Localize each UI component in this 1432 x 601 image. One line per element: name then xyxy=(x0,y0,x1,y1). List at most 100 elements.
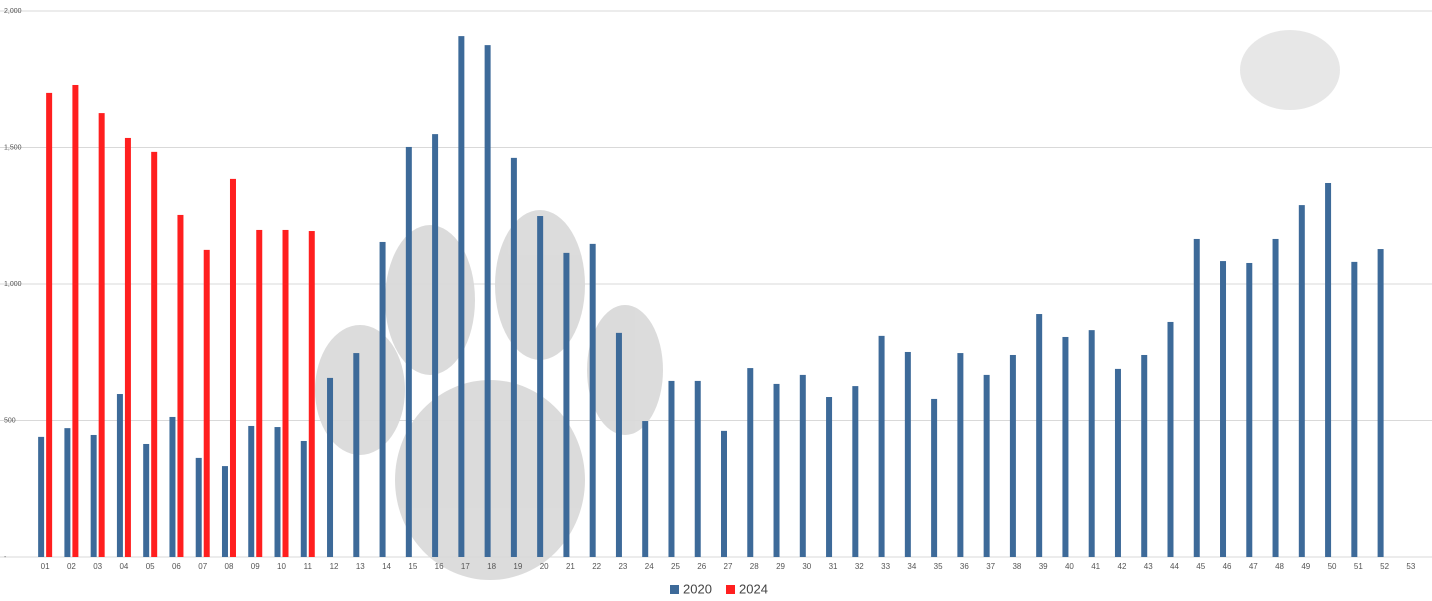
legend-label: 2020 xyxy=(683,581,712,596)
x-tick-label: 21 xyxy=(566,562,575,571)
bar xyxy=(1062,336,1069,557)
bar xyxy=(116,394,123,557)
x-tick-label: 53 xyxy=(1406,562,1415,571)
x-tick-label: 02 xyxy=(67,562,76,571)
bar xyxy=(1351,261,1358,557)
bar xyxy=(1325,182,1332,558)
bar xyxy=(38,436,45,557)
x-tick-label: 52 xyxy=(1380,562,1389,571)
x-tick-label: 44 xyxy=(1170,562,1179,571)
bar xyxy=(510,157,517,557)
x-tick-label: 33 xyxy=(881,562,890,571)
bar xyxy=(1272,238,1279,557)
y-tick-label: 500 xyxy=(4,417,16,424)
x-tick-label: 25 xyxy=(671,562,680,571)
bar xyxy=(379,241,386,557)
x-tick-label: 35 xyxy=(934,562,943,571)
bar xyxy=(589,243,596,557)
x-tick-label: 01 xyxy=(41,562,50,571)
bar xyxy=(177,214,184,557)
y-tick-label: 1,000 xyxy=(4,281,22,288)
x-tick-label: 23 xyxy=(618,562,627,571)
x-tick-label: 42 xyxy=(1118,562,1127,571)
bar xyxy=(432,134,439,558)
bar xyxy=(721,430,727,557)
bar xyxy=(203,249,210,557)
bar xyxy=(143,443,150,557)
y-tick-label: - xyxy=(4,554,7,561)
x-tick-label: 27 xyxy=(724,562,733,571)
bar xyxy=(1193,238,1200,557)
bar xyxy=(64,428,71,557)
x-tick-label: 11 xyxy=(304,562,313,571)
x-tick-label: 46 xyxy=(1223,562,1232,571)
bar xyxy=(353,353,360,557)
bar xyxy=(98,113,105,558)
x-tick-label: 06 xyxy=(172,562,181,571)
x-tick-label: 15 xyxy=(408,562,417,571)
bar xyxy=(90,434,97,557)
bar xyxy=(458,36,465,557)
x-tick-label: 13 xyxy=(356,562,365,571)
art-shape xyxy=(1240,30,1340,110)
x-tick-label: 38 xyxy=(1012,562,1021,571)
x-tick-label: 37 xyxy=(986,562,995,571)
bar xyxy=(668,380,675,557)
x-tick-label: 08 xyxy=(225,562,234,571)
bar xyxy=(615,332,622,557)
x-tick-label: 47 xyxy=(1249,562,1258,571)
bar xyxy=(1220,261,1227,557)
x-tick-label: 43 xyxy=(1144,562,1153,571)
x-tick-label: 14 xyxy=(382,562,391,571)
x-tick-label: 51 xyxy=(1354,562,1363,571)
bar xyxy=(248,425,255,557)
bar xyxy=(72,84,79,557)
paw-pad xyxy=(587,305,663,435)
x-tick-label: 03 xyxy=(93,562,102,571)
bar xyxy=(799,374,806,557)
bar xyxy=(1167,321,1174,557)
bar xyxy=(904,351,911,557)
bar xyxy=(537,216,544,557)
x-tick-label: 09 xyxy=(251,562,260,571)
bar xyxy=(642,421,649,557)
x-tick-label: 20 xyxy=(540,562,549,571)
y-tick-label: 1,500 xyxy=(4,144,22,151)
x-tick-label: 17 xyxy=(461,562,470,571)
bar xyxy=(747,368,754,557)
bar xyxy=(694,380,701,557)
bar xyxy=(308,231,315,557)
x-tick-label: 48 xyxy=(1275,562,1284,571)
x-tick-label: 34 xyxy=(907,562,916,571)
x-tick-label: 19 xyxy=(513,562,522,571)
x-tick-label: 49 xyxy=(1301,562,1310,571)
x-tick-label: 32 xyxy=(855,562,864,571)
bar xyxy=(852,386,859,557)
x-tick-label: 18 xyxy=(487,562,496,571)
x-tick-label: 50 xyxy=(1328,562,1337,571)
x-tick-label: 45 xyxy=(1196,562,1205,571)
x-tick-label: 29 xyxy=(776,562,785,571)
bar xyxy=(1298,205,1305,557)
x-tick-label: 40 xyxy=(1065,562,1074,571)
bar xyxy=(878,335,885,557)
x-tick-label: 26 xyxy=(697,562,706,571)
x-tick-label: 16 xyxy=(435,562,444,571)
legend-swatch xyxy=(670,585,679,594)
bar xyxy=(221,466,228,557)
y-tick-label: 2,000 xyxy=(4,8,22,15)
bar xyxy=(274,427,281,557)
legend-label: 2024 xyxy=(739,581,768,596)
bar xyxy=(826,397,833,557)
bar xyxy=(957,353,964,557)
bar xyxy=(405,146,412,558)
bar xyxy=(282,229,289,558)
x-tick-label: 22 xyxy=(592,562,601,571)
legend-swatch xyxy=(726,585,735,594)
x-tick-label: 39 xyxy=(1039,562,1048,571)
x-tick-label: 12 xyxy=(330,562,339,571)
bar xyxy=(484,45,491,557)
bar xyxy=(983,374,990,557)
